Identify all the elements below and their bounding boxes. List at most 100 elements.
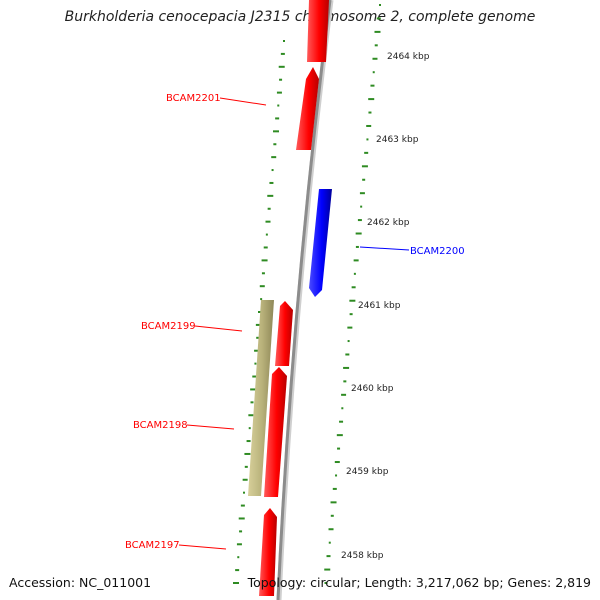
- gc-tick: [368, 98, 375, 101]
- gc-tick: [259, 285, 265, 288]
- gc-tick: [326, 555, 331, 558]
- gc-tick: [265, 220, 271, 223]
- gc-tick: [254, 362, 257, 365]
- scale-label: 2463 kbp: [376, 135, 419, 145]
- gc-tick: [233, 582, 239, 584]
- gc-tick: [246, 440, 251, 443]
- gc-tick: [250, 388, 257, 391]
- gc-tick: [237, 556, 240, 559]
- gene-labels: BCAM2201 BCAM2200 BCAM2199 BCAM2198 BCAM2197: [125, 93, 465, 551]
- gc-tick: [256, 336, 260, 339]
- gc-tick: [359, 192, 365, 195]
- gc-tick: [366, 138, 369, 141]
- gc-tick: [244, 465, 248, 468]
- gene-label-bcam2201[interactable]: BCAM2201: [166, 93, 221, 104]
- gc-tick: [374, 30, 381, 33]
- gc-tick: [324, 568, 331, 571]
- scale-track: 2464 kbp 2463 kbp 2462 kbp 2461 kbp 2460 kbp…: [341, 52, 430, 561]
- gc-tick: [362, 178, 366, 181]
- gc-tick: [372, 57, 378, 60]
- cds-forward-arrow-bcam2197[interactable]: [259, 508, 277, 596]
- cds-forward-arrow-bcam2198[interactable]: [264, 367, 287, 497]
- gc-tick: [374, 44, 378, 47]
- gc-tick: [269, 181, 274, 184]
- gc-tick: [366, 124, 372, 127]
- gc-tick: [238, 517, 245, 520]
- gc-tick: [283, 40, 285, 42]
- scale-label: 2458 kbp: [341, 551, 384, 561]
- gc-tick: [261, 272, 265, 275]
- gc-tick: [339, 420, 344, 423]
- gene-label-bcam2200[interactable]: BCAM2200: [410, 246, 465, 257]
- gene-leader-line: [359, 246, 410, 251]
- gc-tick: [258, 311, 262, 313]
- gc-tick: [351, 286, 356, 289]
- gene-leader-line: [194, 325, 243, 332]
- map-title: Burkholderia cenocepacia J2315 chromosom…: [64, 9, 536, 25]
- gc-tick: [361, 165, 368, 168]
- scale-label: 2462 kbp: [367, 218, 410, 228]
- gc-tick: [244, 452, 251, 455]
- gc-tick: [279, 78, 283, 81]
- gene-label-bcam2199[interactable]: BCAM2199: [141, 321, 196, 332]
- gc-tick: [353, 259, 359, 262]
- gc-tick: [341, 407, 344, 410]
- gc-tick: [271, 169, 274, 172]
- gc-tick: [349, 313, 353, 316]
- topology-text: Topology: circular; Length: 3,217,062 bp…: [247, 575, 591, 590]
- gc-tick: [336, 434, 343, 437]
- gene-leader-line: [178, 544, 227, 550]
- gc-tick: [370, 84, 375, 87]
- gc-tick: [273, 143, 277, 146]
- gc-tick: [364, 151, 369, 154]
- gc-tick: [265, 233, 268, 236]
- gc-tick: [349, 299, 356, 302]
- gc-tick: [324, 582, 328, 584]
- gc-tick: [276, 91, 282, 94]
- gc-tick: [273, 130, 279, 133]
- gc-tick: [263, 246, 268, 249]
- gc-tick: [328, 541, 331, 544]
- cds-forward-block[interactable]: [307, 0, 329, 62]
- gc-tick: [368, 111, 372, 114]
- gc-tick: [347, 340, 350, 343]
- gc-tick: [330, 501, 337, 504]
- gc-tick: [335, 474, 338, 477]
- gc-tick: [379, 4, 381, 6]
- gc-tick: [334, 461, 340, 464]
- cds-reverse-arrow-bcam2200[interactable]: [309, 189, 332, 297]
- feature-track: [248, 0, 332, 596]
- gc-tick: [255, 323, 262, 326]
- cds-forward-arrow-bcam2201[interactable]: [296, 67, 319, 150]
- cds-forward-arrow-bcam2199[interactable]: [275, 301, 293, 366]
- gc-tick: [252, 375, 257, 378]
- misc-feature[interactable]: [248, 300, 274, 496]
- gene-label-bcam2197[interactable]: BCAM2197: [125, 540, 180, 551]
- gc-tick: [250, 401, 254, 404]
- accession-text: Accession: NC_011001: [9, 575, 152, 590]
- scale-label: 2460 kbp: [351, 384, 394, 394]
- gene-label-bcam2198[interactable]: BCAM2198: [133, 420, 188, 431]
- gc-tick: [347, 326, 353, 329]
- gc-tick: [280, 52, 285, 55]
- gc-skew-ticks-inner: [233, 40, 285, 584]
- gc-tick: [261, 259, 268, 262]
- gc-tick: [277, 104, 280, 107]
- gc-tick: [248, 427, 251, 430]
- gc-tick: [355, 232, 362, 235]
- gc-tick: [332, 487, 337, 490]
- backbone: [276, 0, 334, 600]
- gc-tick: [243, 491, 245, 494]
- gc-tick: [372, 71, 375, 74]
- gc-tick: [343, 366, 350, 369]
- gc-tick: [254, 349, 260, 352]
- scale-label: 2464 kbp: [387, 52, 430, 62]
- gc-tick: [345, 353, 350, 356]
- backbone-line: [276, 0, 332, 600]
- gc-tick: [240, 504, 245, 507]
- scale-label: 2459 kbp: [346, 467, 389, 477]
- gc-tick: [271, 156, 277, 159]
- gc-tick: [267, 194, 274, 197]
